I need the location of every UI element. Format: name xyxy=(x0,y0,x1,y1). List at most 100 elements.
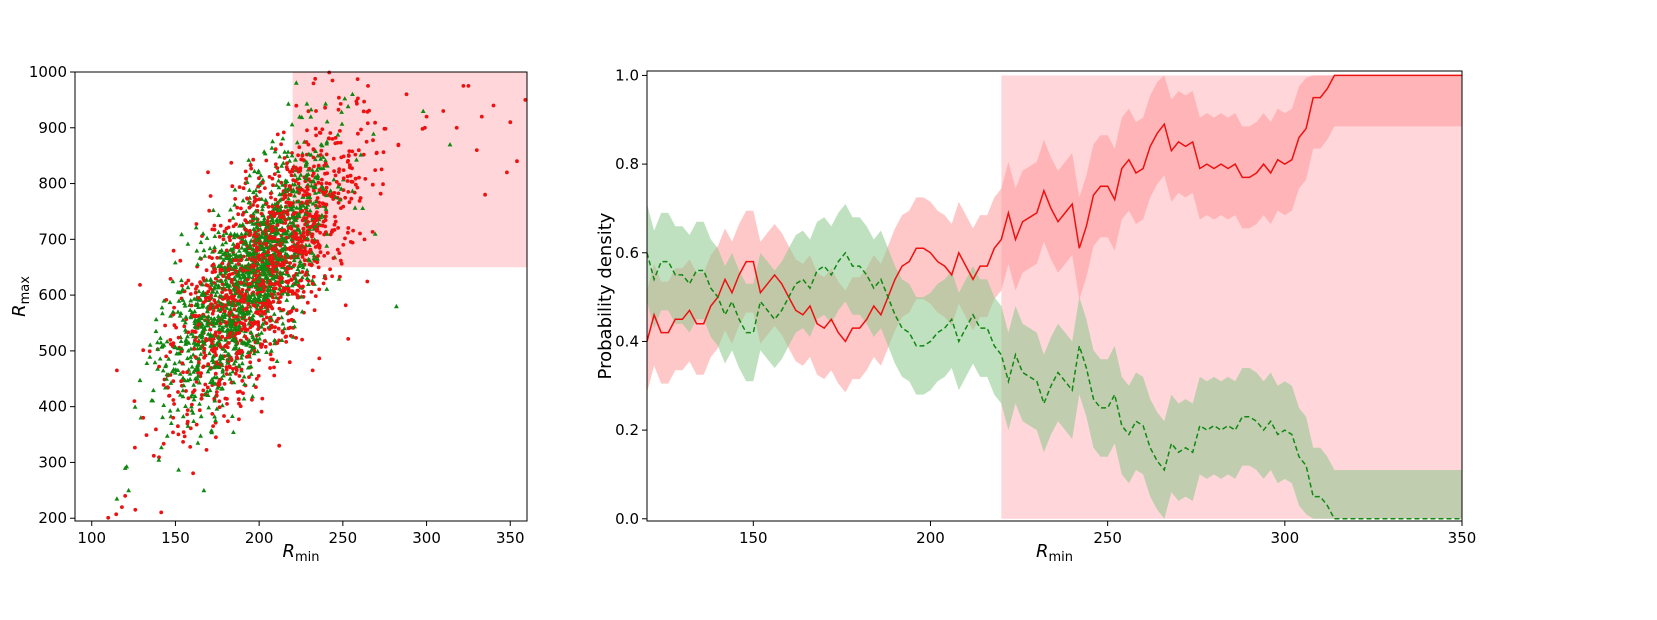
green-point xyxy=(189,310,195,315)
red-point xyxy=(240,287,245,292)
red-point xyxy=(225,402,229,406)
green-point xyxy=(295,266,301,271)
red-point xyxy=(358,196,363,200)
green-point xyxy=(276,185,282,190)
green-point xyxy=(180,286,186,292)
red-point xyxy=(273,282,277,287)
red-point xyxy=(336,107,341,112)
green-point xyxy=(213,418,218,423)
green-point xyxy=(215,334,221,339)
green-point xyxy=(257,234,263,239)
green-point xyxy=(299,114,305,120)
green-point xyxy=(147,354,153,359)
green-point xyxy=(254,286,260,291)
green-point xyxy=(358,152,364,157)
green-point xyxy=(193,301,199,307)
green-point xyxy=(324,243,330,248)
green-point xyxy=(196,316,201,321)
y-axis-ticks: 200 300 400 500 600 700 800 900 1000 xyxy=(29,63,75,527)
red-point xyxy=(301,284,305,289)
red-point xyxy=(246,302,251,307)
green-point xyxy=(211,286,217,291)
green-point xyxy=(220,403,225,408)
green-point xyxy=(147,342,153,347)
green-point xyxy=(248,371,254,376)
red-point xyxy=(178,258,183,263)
red-point xyxy=(370,182,375,187)
green-point xyxy=(157,356,163,361)
red-point xyxy=(276,326,281,331)
green-point xyxy=(233,344,239,349)
red-point xyxy=(271,183,275,188)
red-point xyxy=(272,329,277,334)
green-point xyxy=(323,101,328,106)
red-point xyxy=(199,396,204,401)
green-point xyxy=(204,235,210,240)
red-point xyxy=(288,184,292,189)
red-point xyxy=(396,142,401,147)
red-point xyxy=(301,226,306,231)
red-point xyxy=(181,430,186,434)
green-point xyxy=(195,362,201,367)
red-point xyxy=(313,294,318,298)
red-point xyxy=(356,148,361,153)
red-point xyxy=(114,512,119,517)
green-point xyxy=(195,346,200,351)
red-point xyxy=(272,373,277,378)
red-point xyxy=(320,127,325,132)
green-point xyxy=(289,153,295,158)
red-point xyxy=(523,98,528,102)
red-point xyxy=(288,325,293,330)
red-point xyxy=(234,368,239,373)
red-point xyxy=(211,424,216,428)
green-point xyxy=(216,283,221,288)
green-point xyxy=(277,154,283,159)
green-point xyxy=(294,189,300,194)
red-point xyxy=(338,274,342,279)
green-point xyxy=(188,298,194,303)
green-point xyxy=(156,457,162,462)
red-point xyxy=(284,340,289,344)
green-point xyxy=(248,343,253,349)
red-point xyxy=(205,283,210,288)
red-point xyxy=(346,230,350,235)
green-point xyxy=(189,408,195,413)
scatter-plot: 100 150 200 250 300 350 200 300 400 500 600 700 800… xyxy=(9,63,528,565)
red-point xyxy=(273,325,277,329)
green-point xyxy=(241,241,247,246)
green-point xyxy=(214,341,220,346)
red-point xyxy=(196,296,201,300)
green-point xyxy=(248,329,254,335)
red-point xyxy=(248,163,253,168)
red-point xyxy=(286,318,291,323)
red-point xyxy=(281,286,286,290)
green-point xyxy=(228,306,233,311)
green-point xyxy=(250,394,255,399)
green-point xyxy=(280,182,285,187)
red-point xyxy=(323,161,328,166)
green-point xyxy=(272,237,277,242)
green-point xyxy=(335,132,341,137)
green-point xyxy=(175,346,181,351)
red-point xyxy=(244,306,249,311)
green-point xyxy=(255,348,261,354)
red-point xyxy=(338,129,342,133)
green-point xyxy=(198,433,203,438)
green-point xyxy=(303,211,308,217)
red-point xyxy=(288,193,293,197)
green-point xyxy=(178,338,184,343)
green-point xyxy=(193,225,199,230)
green-point xyxy=(216,285,222,290)
green-point xyxy=(176,467,181,472)
red-point xyxy=(345,179,350,183)
red-point xyxy=(176,390,180,394)
green-point xyxy=(313,199,319,204)
probability-plot: 150 200 250 300 350 0.00.20.40.60.81.0 Rmin … xyxy=(595,66,1476,565)
green-point xyxy=(289,283,295,288)
red-point xyxy=(306,220,310,224)
red-point xyxy=(311,155,316,160)
red-point xyxy=(226,268,231,272)
green-point xyxy=(295,199,301,204)
green-point xyxy=(232,281,238,287)
red-point xyxy=(240,378,245,383)
